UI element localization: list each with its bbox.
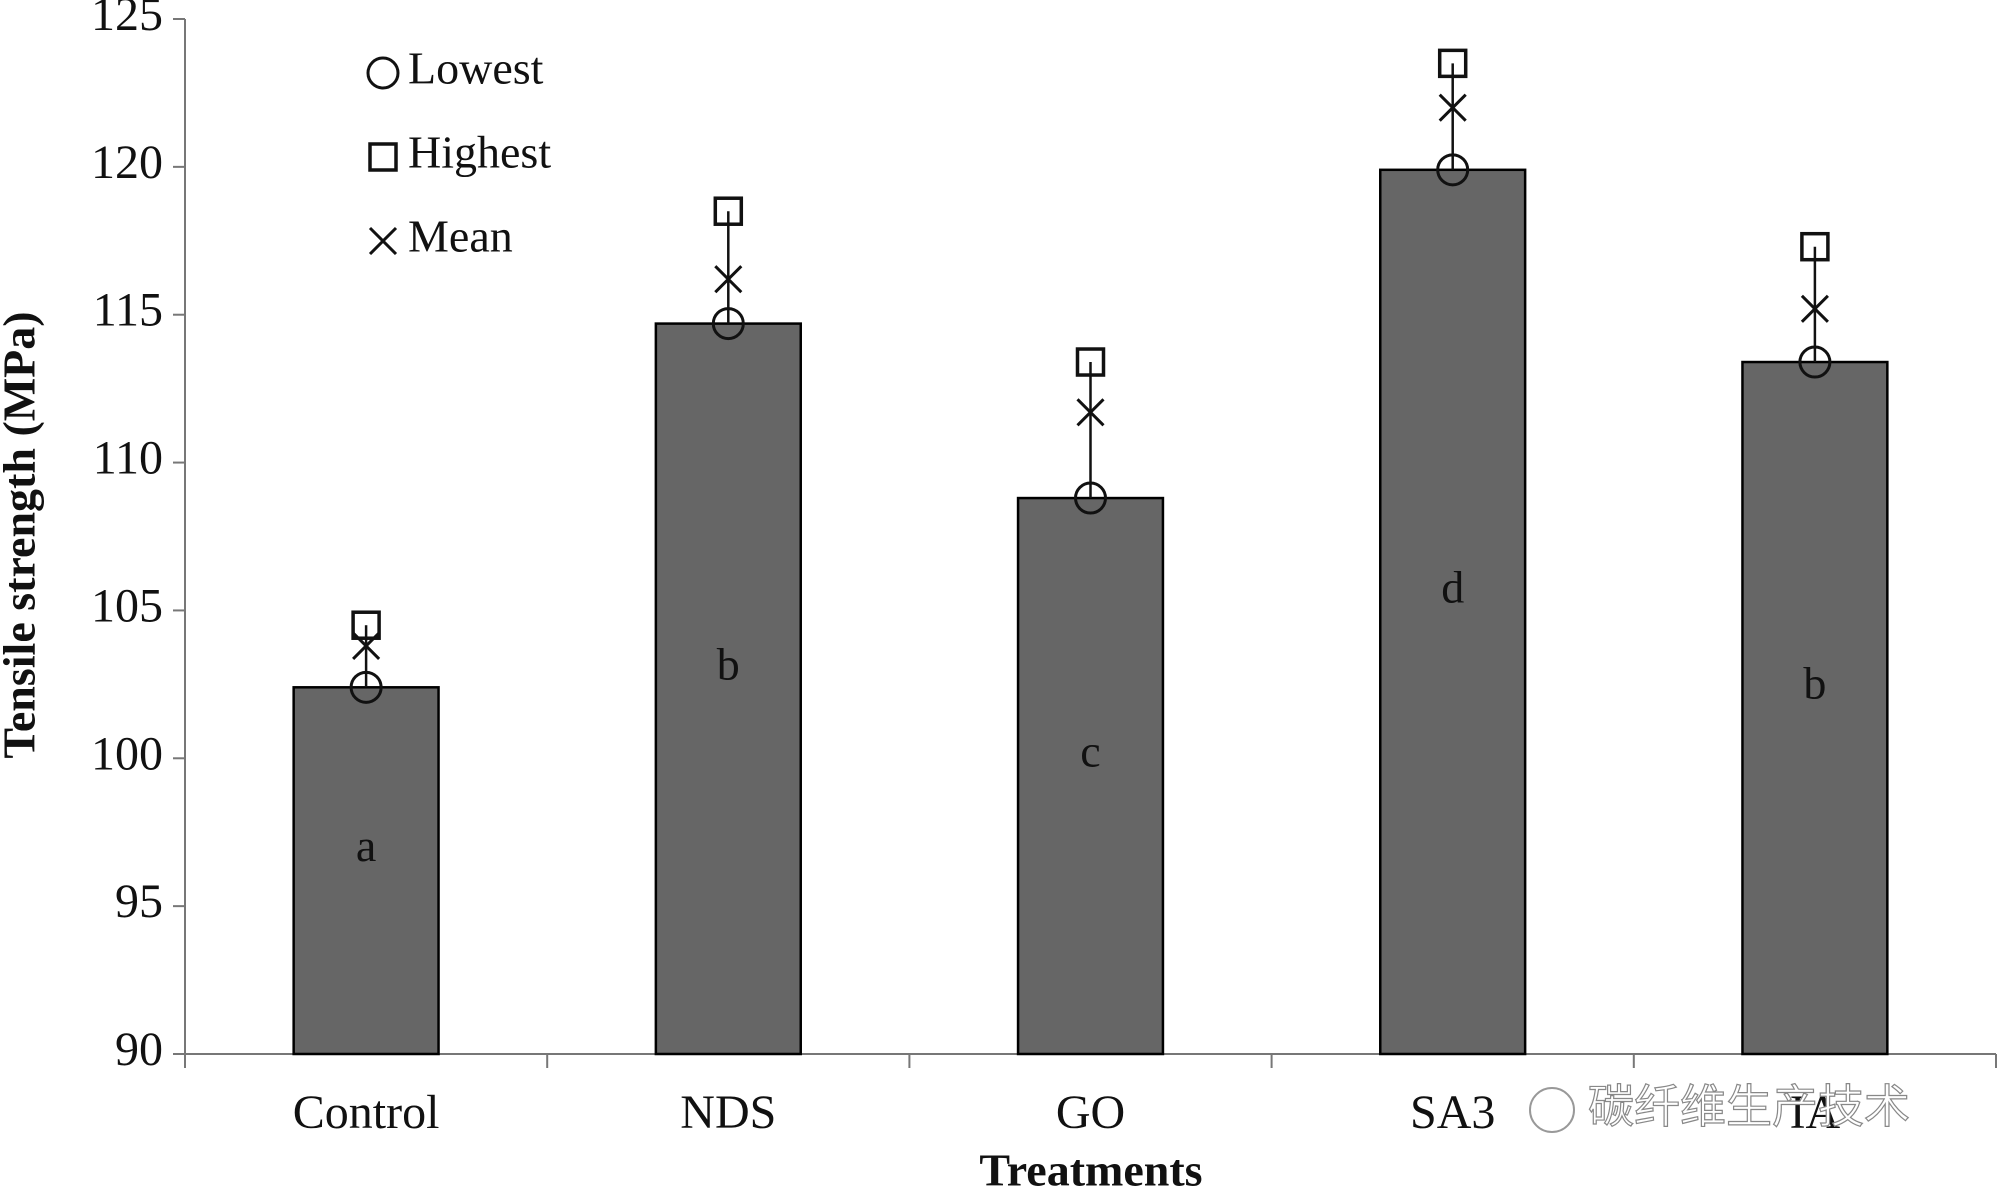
- square-marker: [1075, 347, 1106, 377]
- x-tick-label: IA: [1790, 1086, 1841, 1139]
- circle-marker: [1074, 481, 1107, 515]
- bar: [1016, 496, 1165, 1056]
- significance-letter: d: [1441, 561, 1464, 612]
- x-tick-label: Control: [293, 1086, 440, 1139]
- bar: [654, 322, 802, 1056]
- x-marker: [1438, 93, 1467, 122]
- watermark: 碳纤维生产技术: [1588, 1080, 1910, 1134]
- circle-marker: [711, 307, 745, 341]
- x-marker: [1076, 398, 1105, 427]
- bar: [1379, 168, 1527, 1056]
- y-tick-label: 115: [93, 284, 163, 337]
- significance-letter: a: [356, 820, 376, 871]
- y-tick-label: 95: [115, 875, 163, 928]
- legend-label: Highest: [408, 127, 551, 178]
- significance-letter: b: [1803, 658, 1826, 709]
- y-tick-label: 110: [93, 432, 163, 485]
- square-marker: [1800, 231, 1830, 262]
- y-tick-label: 125: [91, 0, 163, 41]
- circle-marker: [349, 670, 383, 704]
- x-axis-title: Treatments: [979, 1145, 1202, 1196]
- x-tick-label: SA3: [1410, 1086, 1495, 1139]
- legend-label: Lowest: [408, 43, 544, 94]
- circle-marker: [1436, 153, 1470, 187]
- x-marker: [714, 265, 743, 294]
- y-tick-label: 90: [115, 1023, 163, 1076]
- legend-label: Mean: [408, 211, 513, 262]
- y-tick-label: 105: [91, 579, 163, 632]
- square-marker: [713, 196, 744, 226]
- y-tick-label: 120: [91, 136, 163, 189]
- legend-marker: [368, 226, 398, 256]
- bar: [292, 686, 440, 1056]
- watermark-icon: [1529, 1087, 1575, 1133]
- square-marker: [351, 610, 381, 640]
- significance-letter: c: [1080, 726, 1100, 777]
- x-tick-label: NDS: [680, 1086, 776, 1139]
- legend-marker: [366, 56, 400, 90]
- y-axis-title: Tensile strength (MPa): [0, 311, 45, 758]
- x-marker: [1800, 294, 1829, 323]
- y-tick-label: 100: [91, 727, 163, 780]
- legend-marker: [368, 142, 398, 172]
- x-marker: [352, 631, 381, 660]
- square-marker: [1437, 48, 1468, 79]
- bar: [1741, 360, 1889, 1056]
- significance-letter: b: [717, 638, 740, 689]
- x-tick-label: GO: [1056, 1086, 1125, 1139]
- circle-marker: [1798, 345, 1832, 379]
